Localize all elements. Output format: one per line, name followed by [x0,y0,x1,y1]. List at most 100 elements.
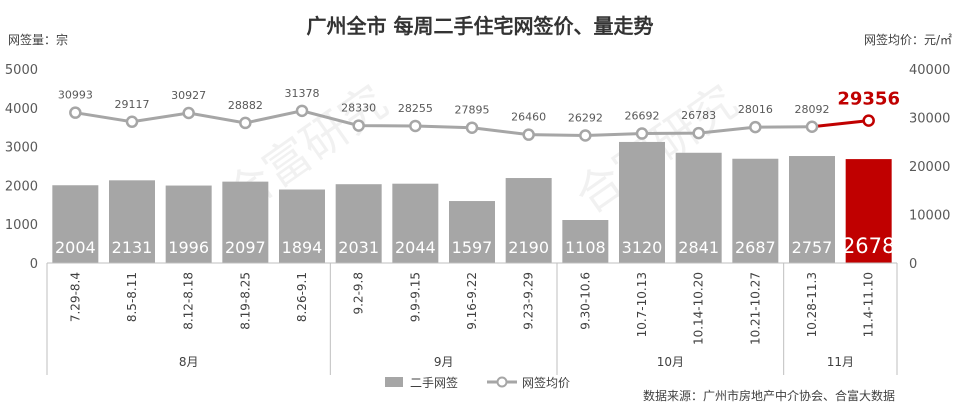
month-label: 9月 [434,355,454,369]
bar [392,183,439,263]
price-point [805,120,819,134]
price-value-label: 28330 [341,102,376,115]
category-label: 10.21-10.27 [748,272,762,345]
price-value-label: 30993 [58,89,93,102]
category-label: 8.5-8.11 [125,272,139,322]
bar-value-label: 2190 [508,238,549,257]
left-axis-tick: 4000 [5,102,38,117]
price-point [465,121,479,134]
category-label: 9.2-9.8 [352,272,366,315]
bar [562,220,609,263]
left-axis-tick: 0 [30,257,38,272]
price-point [862,114,875,127]
price-value-label: 26692 [625,110,660,123]
bar [449,201,495,263]
chart-title: 广州全市 每周二手住宅网签价、量走势 [307,14,654,38]
month-label: 8月 [179,355,199,369]
price-point [125,115,139,129]
bar [732,158,779,263]
price-value-label: 26460 [511,111,546,124]
right-axis-unit: 网签均价：元/㎡ [864,32,952,47]
bar [619,141,665,263]
bar-value-label: 1894 [282,238,323,257]
bar-value-label: 1996 [168,238,209,257]
bar [109,180,155,263]
month-label: 11月 [827,355,854,369]
left-axis-tick: 2000 [5,179,38,194]
bar-value-label: 2004 [55,238,96,257]
bar-value-label: 1108 [565,238,606,257]
price-value-label: 31378 [285,87,320,100]
left-axis-tick: 1000 [5,218,38,233]
price-point [69,106,82,119]
legend-label-bar: 二手网签 [410,375,458,390]
price-point [409,119,422,133]
category-label: 10.14-10.20 [692,272,706,345]
right-axis-tick: 10000 [909,209,950,224]
category-label: 8.19-8.25 [238,272,252,330]
price-point [352,119,365,132]
price-value-label: 29117 [115,98,150,111]
legend-label-line: 网签均价 [522,375,570,390]
bar-value-label: 2031 [338,238,379,257]
bar [335,184,382,263]
price-point [295,104,309,118]
bar [279,189,325,263]
left-axis-tick: 5000 [5,63,38,78]
price-point [692,126,705,140]
bar-value-label: 2841 [678,238,719,257]
bar [675,152,722,263]
price-point [635,127,649,140]
bar-value-label: 2687 [735,238,776,257]
bar [165,185,212,263]
price-line [75,109,813,137]
price-point [579,129,592,142]
legend-swatch-bar [385,377,403,387]
price-value-label: 28016 [738,103,773,116]
right-axis-tick: 40000 [909,63,950,78]
right-axis-tick: 20000 [909,160,950,175]
source-note: 数据来源：广州市房地产中介协会、合富大数据 [643,388,895,403]
category-label: 10.28-11.3 [805,272,819,337]
bar-value-label: 2097 [225,238,266,257]
price-point [749,120,762,134]
price-point [522,128,535,141]
price-value-label: 28092 [795,103,830,116]
category-label: 9.30-10.6 [578,272,592,330]
bar [52,185,99,263]
category-label: 10.7-10.13 [635,272,649,337]
bar [222,181,269,263]
category-label: 9.9-9.15 [408,272,422,322]
bar-value-label: 2757 [792,238,833,257]
right-axis-tick: 30000 [909,112,950,127]
bar-value-label: 2044 [395,238,436,257]
legend-swatch-marker [496,376,508,388]
left-axis-unit: 网签量：宗 [8,32,68,47]
price-value-label: 26783 [681,109,716,122]
price-value-label: 30927 [171,89,206,102]
left-axis-tick: 3000 [5,141,38,156]
price-point [182,106,195,120]
price-line-highlight-segment [811,119,869,129]
price-value-label: 29356 [837,89,900,110]
bar [505,178,552,263]
price-value-label: 28882 [228,99,263,112]
category-label: 9.23-9.29 [522,272,536,330]
category-label: 8.12-8.18 [182,272,196,330]
category-label: 9.16-9.22 [465,272,479,330]
price-value-label: 27895 [455,104,490,117]
month-label: 10月 [657,355,684,369]
right-axis-tick: 0 [909,257,917,272]
category-label: 11.4-11.10 [862,272,876,337]
category-label: 8.26-9.1 [295,272,309,322]
price-value-label: 28255 [398,102,433,115]
bar-value-label: 1597 [452,238,493,257]
bar [789,156,835,263]
bar [845,159,892,263]
bar-value-label: 2678 [842,234,895,258]
price-point [239,116,252,130]
price-value-label: 26292 [568,111,603,124]
category-label: 7.29-8.4 [68,272,82,322]
